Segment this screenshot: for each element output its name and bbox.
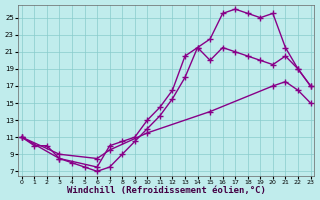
X-axis label: Windchill (Refroidissement éolien,°C): Windchill (Refroidissement éolien,°C) [67,186,266,195]
